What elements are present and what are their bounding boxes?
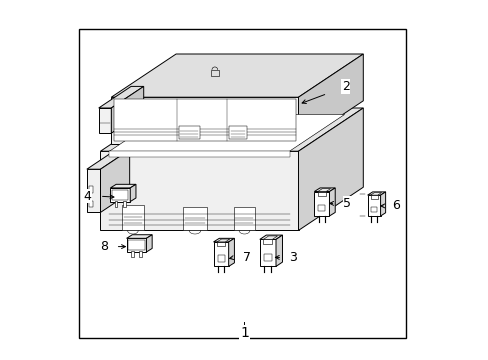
Polygon shape <box>87 169 101 212</box>
Bar <box>88 201 93 207</box>
Bar <box>318 205 325 211</box>
Bar <box>370 207 376 212</box>
Polygon shape <box>99 108 111 133</box>
Polygon shape <box>101 108 363 151</box>
Polygon shape <box>111 86 143 133</box>
Polygon shape <box>109 151 289 157</box>
Polygon shape <box>367 195 380 216</box>
Polygon shape <box>259 235 282 239</box>
Polygon shape <box>370 193 381 195</box>
Polygon shape <box>298 54 363 144</box>
Polygon shape <box>217 239 229 242</box>
Polygon shape <box>213 242 228 266</box>
Polygon shape <box>263 236 277 239</box>
Polygon shape <box>314 192 329 216</box>
Polygon shape <box>380 192 385 216</box>
Polygon shape <box>228 238 234 266</box>
Bar <box>264 254 271 261</box>
Polygon shape <box>130 184 136 202</box>
Polygon shape <box>110 188 130 202</box>
Bar <box>88 186 93 193</box>
Polygon shape <box>101 150 129 212</box>
Bar <box>114 201 117 207</box>
Polygon shape <box>217 242 225 246</box>
Polygon shape <box>317 189 330 192</box>
Polygon shape <box>329 188 335 216</box>
Polygon shape <box>178 126 200 139</box>
Bar <box>130 251 133 257</box>
Bar <box>123 201 126 207</box>
Polygon shape <box>263 239 272 244</box>
Polygon shape <box>370 195 377 199</box>
Text: 3: 3 <box>289 251 297 264</box>
Polygon shape <box>183 207 206 230</box>
Polygon shape <box>126 238 146 252</box>
Polygon shape <box>114 99 295 141</box>
Polygon shape <box>128 240 144 250</box>
Polygon shape <box>109 114 344 151</box>
Polygon shape <box>99 86 143 108</box>
Polygon shape <box>111 54 363 97</box>
Polygon shape <box>111 97 298 144</box>
Polygon shape <box>229 126 247 139</box>
Bar <box>139 251 142 257</box>
Bar <box>210 70 219 76</box>
Polygon shape <box>317 192 325 196</box>
Polygon shape <box>259 239 275 266</box>
Text: 8: 8 <box>100 240 107 253</box>
Polygon shape <box>367 192 385 195</box>
Polygon shape <box>126 235 152 238</box>
Polygon shape <box>146 235 152 252</box>
Text: 5: 5 <box>343 197 351 210</box>
Text: 4: 4 <box>83 190 91 203</box>
Polygon shape <box>87 150 129 169</box>
Polygon shape <box>298 108 363 230</box>
Polygon shape <box>213 238 234 242</box>
Polygon shape <box>122 205 143 230</box>
Text: 1: 1 <box>240 326 248 340</box>
Text: 7: 7 <box>242 251 250 264</box>
Bar <box>217 255 224 261</box>
Text: 6: 6 <box>391 199 399 212</box>
Bar <box>79 29 406 338</box>
Polygon shape <box>101 151 298 230</box>
Polygon shape <box>275 235 282 266</box>
Polygon shape <box>110 184 136 188</box>
Polygon shape <box>112 190 128 200</box>
Text: 2: 2 <box>341 80 349 93</box>
Polygon shape <box>314 188 335 192</box>
Polygon shape <box>233 207 255 230</box>
